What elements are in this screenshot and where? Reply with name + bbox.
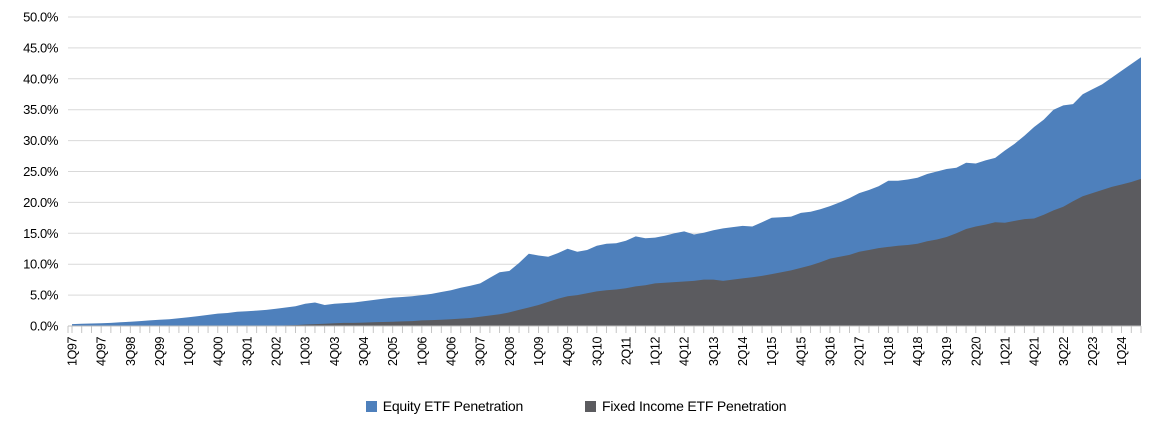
- svg-text:45.0%: 45.0%: [23, 40, 59, 55]
- svg-text:4Q18: 4Q18: [911, 337, 925, 366]
- equity-series-swatch: [365, 400, 377, 412]
- svg-text:1Q21: 1Q21: [998, 337, 1012, 366]
- svg-text:3Q16: 3Q16: [824, 337, 838, 366]
- svg-text:3Q98: 3Q98: [124, 337, 138, 366]
- svg-text:1Q03: 1Q03: [299, 337, 313, 366]
- svg-text:4Q03: 4Q03: [328, 337, 342, 366]
- svg-text:4Q21: 4Q21: [1028, 337, 1042, 366]
- svg-text:3Q04: 3Q04: [357, 337, 371, 366]
- svg-text:20.0%: 20.0%: [23, 195, 59, 210]
- svg-text:4Q12: 4Q12: [678, 337, 692, 366]
- svg-text:1Q24: 1Q24: [1115, 337, 1129, 366]
- legend-label-equity: Equity ETF Penetration: [382, 398, 524, 414]
- svg-text:1Q00: 1Q00: [182, 337, 196, 366]
- legend-label-fixed-income: Fixed Income ETF Penetration: [602, 398, 787, 414]
- chart-legend: Equity ETF Penetration Fixed Income ETF …: [0, 398, 1152, 414]
- svg-text:2Q17: 2Q17: [853, 337, 867, 366]
- svg-text:2Q05: 2Q05: [386, 337, 400, 366]
- svg-text:2Q02: 2Q02: [270, 337, 284, 366]
- svg-text:1Q15: 1Q15: [765, 337, 779, 366]
- svg-text:15.0%: 15.0%: [23, 226, 59, 241]
- svg-text:40.0%: 40.0%: [23, 71, 59, 86]
- svg-text:3Q07: 3Q07: [474, 337, 488, 366]
- svg-text:4Q09: 4Q09: [561, 337, 575, 366]
- svg-text:5.0%: 5.0%: [30, 288, 59, 303]
- svg-text:3Q01: 3Q01: [240, 337, 254, 366]
- svg-text:2Q08: 2Q08: [503, 337, 517, 366]
- svg-text:3Q22: 3Q22: [1057, 337, 1071, 366]
- svg-text:3Q13: 3Q13: [707, 337, 721, 366]
- svg-text:1Q18: 1Q18: [882, 337, 896, 366]
- svg-text:2Q23: 2Q23: [1086, 337, 1100, 366]
- svg-text:35.0%: 35.0%: [23, 102, 59, 117]
- area-series: [72, 57, 1141, 326]
- svg-text:25.0%: 25.0%: [23, 164, 59, 179]
- svg-text:50.0%: 50.0%: [23, 10, 59, 25]
- svg-text:1Q12: 1Q12: [649, 337, 663, 366]
- svg-text:2Q11: 2Q11: [619, 337, 633, 365]
- svg-text:4Q97: 4Q97: [95, 337, 109, 366]
- fixed-income-series-swatch: [585, 400, 597, 412]
- svg-text:3Q10: 3Q10: [590, 337, 604, 366]
- svg-text:1Q97: 1Q97: [66, 337, 80, 366]
- svg-text:3Q19: 3Q19: [940, 337, 954, 366]
- legend-item-equity: Equity ETF Penetration: [365, 398, 524, 414]
- svg-text:2Q99: 2Q99: [153, 337, 167, 366]
- legend-item-fixed-income: Fixed Income ETF Penetration: [585, 398, 786, 414]
- svg-text:4Q15: 4Q15: [794, 337, 808, 366]
- svg-text:4Q06: 4Q06: [445, 337, 459, 366]
- x-axis-labels: 1Q97 4Q97 3Q98 2Q99 1Q00 4Q00 3Q01 2Q02 1Q03 4Q03…: [66, 337, 1130, 366]
- svg-text:1Q06: 1Q06: [415, 337, 429, 366]
- svg-text:2Q14: 2Q14: [736, 337, 750, 366]
- svg-text:1Q09: 1Q09: [532, 337, 546, 366]
- x-axis-ticks: [67, 325, 1142, 333]
- svg-text:2Q20: 2Q20: [969, 337, 983, 366]
- svg-text:0.0%: 0.0%: [30, 319, 59, 334]
- y-axis-labels: 50.0% 45.0% 40.0% 35.0% 30.0% 25.0% 20.0% 15.0%…: [23, 10, 59, 334]
- etf-penetration-chart: 50.0% 45.0% 40.0% 35.0% 30.0% 25.0% 20.0% 15.0%…: [23, 10, 1142, 366]
- svg-text:4Q00: 4Q00: [211, 337, 225, 366]
- svg-text:30.0%: 30.0%: [23, 133, 59, 148]
- svg-text:10.0%: 10.0%: [23, 257, 59, 272]
